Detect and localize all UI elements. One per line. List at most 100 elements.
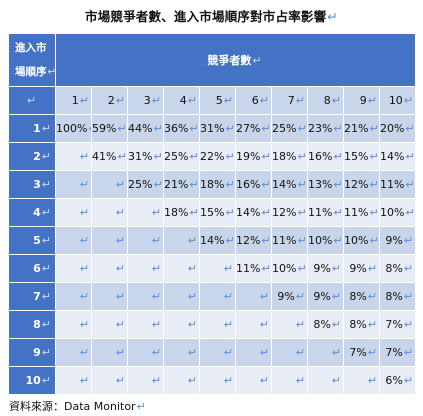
paragraph-mark-icon: ↵ <box>223 346 233 359</box>
share-cell: ↵ <box>343 366 380 395</box>
paragraph-mark-icon: ↵ <box>79 374 89 387</box>
paragraph-mark-icon: ↵ <box>47 66 56 78</box>
share-cell: ↵ <box>91 198 128 227</box>
share-cell: ↵ <box>55 282 92 311</box>
paragraph-mark-icon: ↵ <box>331 374 341 387</box>
paragraph-mark-icon: ↵ <box>189 178 199 191</box>
table-row: 6↵ ↵ ↵ ↵ ↵ ↵ 11%↵ 10%↵ 9%↵ 9%↵ 8%↵ <box>8 254 417 283</box>
paragraph-mark-icon: ↵ <box>259 94 269 107</box>
paragraph-mark-icon: ↵ <box>259 318 269 331</box>
competitor-count-cell: 8↵ <box>307 86 344 115</box>
share-cell: ↵ <box>163 310 200 339</box>
paragraph-mark-icon: ↵ <box>151 374 161 387</box>
paragraph-mark-icon: ↵ <box>223 262 233 275</box>
entry-order-cell: 10↵ <box>8 366 56 395</box>
share-cell: ↵ <box>199 366 236 395</box>
paragraph-mark-icon: ↵ <box>297 150 307 163</box>
share-cell: ↵ <box>163 338 200 367</box>
paragraph-mark-icon: ↵ <box>261 150 271 163</box>
paragraph-mark-icon: ↵ <box>367 318 377 331</box>
header-row-top: 進入市 場順序↵ 競爭者數↵ <box>8 33 417 87</box>
paragraph-mark-icon: ↵ <box>403 262 414 275</box>
entry-order-cell: 8↵ <box>8 310 56 339</box>
title-text: 市場競爭者數、進入市場順序對市占率影響 <box>85 9 327 24</box>
share-cell: 12%↵ <box>343 170 380 199</box>
paragraph-mark-icon: ↵ <box>367 374 377 387</box>
entry-order-cell: 7↵ <box>8 282 56 311</box>
paragraph-mark-icon: ↵ <box>259 346 269 359</box>
share-cell: ↵ <box>91 310 128 339</box>
paragraph-mark-icon: ↵ <box>367 346 377 359</box>
competitor-count-cell: 1↵ <box>55 86 92 115</box>
paragraph-mark-icon: ↵ <box>41 150 51 163</box>
share-cell: 13%↵ <box>307 170 344 199</box>
entry-order-cell: 1↵ <box>8 114 56 143</box>
paragraph-mark-icon: ↵ <box>369 206 379 219</box>
paragraph-mark-icon: ↵ <box>403 374 414 387</box>
paragraph-mark-icon: ↵ <box>367 290 377 303</box>
share-cell: 9%↵ <box>271 282 308 311</box>
paragraph-mark-icon: ↵ <box>295 318 305 331</box>
share-cell: 11%↵ <box>378 170 417 199</box>
paragraph-mark-icon: ↵ <box>225 150 235 163</box>
paragraph-mark-icon: ↵ <box>333 122 343 135</box>
paragraph-mark-icon: ↵ <box>225 122 235 135</box>
competitor-count-cell: 2↵ <box>91 86 128 115</box>
paragraph-mark-icon: ↵ <box>151 94 161 107</box>
share-cell: ↵ <box>271 338 308 367</box>
paragraph-mark-icon: ↵ <box>297 262 307 275</box>
entry-order-cell: 4↵ <box>8 198 56 227</box>
paragraph-mark-icon: ↵ <box>115 178 125 191</box>
paragraph-mark-icon: ↵ <box>187 94 197 107</box>
paragraph-mark-icon: ↵ <box>79 290 89 303</box>
share-cell: 15%↵ <box>343 142 380 171</box>
entry-order-header: 進入市 場順序↵ <box>8 33 56 87</box>
paragraph-mark-icon: ↵ <box>331 94 341 107</box>
share-cell: 16%↵ <box>235 170 272 199</box>
paragraph-mark-icon: ↵ <box>187 346 197 359</box>
share-cell: ↵ <box>127 226 164 255</box>
share-cell: ↵ <box>55 226 92 255</box>
paragraph-mark-icon: ↵ <box>295 290 305 303</box>
paragraph-mark-icon: ↵ <box>261 122 271 135</box>
share-cell: ↵ <box>91 366 128 395</box>
share-cell: 7%↵ <box>378 310 417 339</box>
paragraph-mark-icon: ↵ <box>187 262 197 275</box>
share-cell: ↵ <box>271 310 308 339</box>
table-row: 8↵ ↵ ↵ ↵ ↵ ↵ ↵ ↵ 8%↵ 8%↵ 7%↵ <box>8 310 417 339</box>
source-note: 資料來源：Data Monitor↵ <box>9 400 146 413</box>
share-cell: ↵ <box>307 366 344 395</box>
paragraph-mark-icon: ↵ <box>41 234 51 247</box>
paragraph-mark-icon: ↵ <box>333 206 343 219</box>
share-cell: ↵ <box>91 170 128 199</box>
paragraph-mark-icon: ↵ <box>117 122 127 135</box>
share-cell: 44%↵ <box>127 114 164 143</box>
paragraph-mark-icon: ↵ <box>331 346 341 359</box>
share-cell: ↵ <box>55 170 92 199</box>
share-cell: 31%↵ <box>199 114 236 143</box>
paragraph-mark-icon: ↵ <box>223 94 233 107</box>
paragraph-mark-icon: ↵ <box>41 318 51 331</box>
paragraph-mark-icon: ↵ <box>41 122 51 135</box>
paragraph-mark-icon: ↵ <box>26 94 37 107</box>
paragraph-mark-icon: ↵ <box>297 234 307 247</box>
share-cell: 15%↵ <box>199 198 236 227</box>
share-cell: ↵ <box>235 366 272 395</box>
share-cell: 100%↵ <box>55 114 92 143</box>
paragraph-mark-icon: ↵ <box>79 178 89 191</box>
paragraph-mark-icon: ↵ <box>151 206 161 219</box>
share-cell: 11%↵ <box>235 254 272 283</box>
paragraph-mark-icon: ↵ <box>151 290 161 303</box>
paragraph-mark-icon: ↵ <box>117 150 127 163</box>
paragraph-mark-icon: ↵ <box>333 178 343 191</box>
table-row: 7↵ ↵ ↵ ↵ ↵ ↵ ↵ 9%↵ 9%↵ 8%↵ 8%↵ <box>8 282 417 311</box>
share-cell: 31%↵ <box>127 142 164 171</box>
paragraph-mark-icon: ↵ <box>331 318 341 331</box>
paragraph-mark-icon: ↵ <box>297 122 307 135</box>
share-cell: 8%↵ <box>307 310 344 339</box>
paragraph-mark-icon: ↵ <box>369 122 379 135</box>
share-cell: ↵ <box>199 310 236 339</box>
paragraph-mark-icon: ↵ <box>259 290 269 303</box>
share-cell: ↵ <box>163 226 200 255</box>
entry-order-cell: 5↵ <box>8 226 56 255</box>
